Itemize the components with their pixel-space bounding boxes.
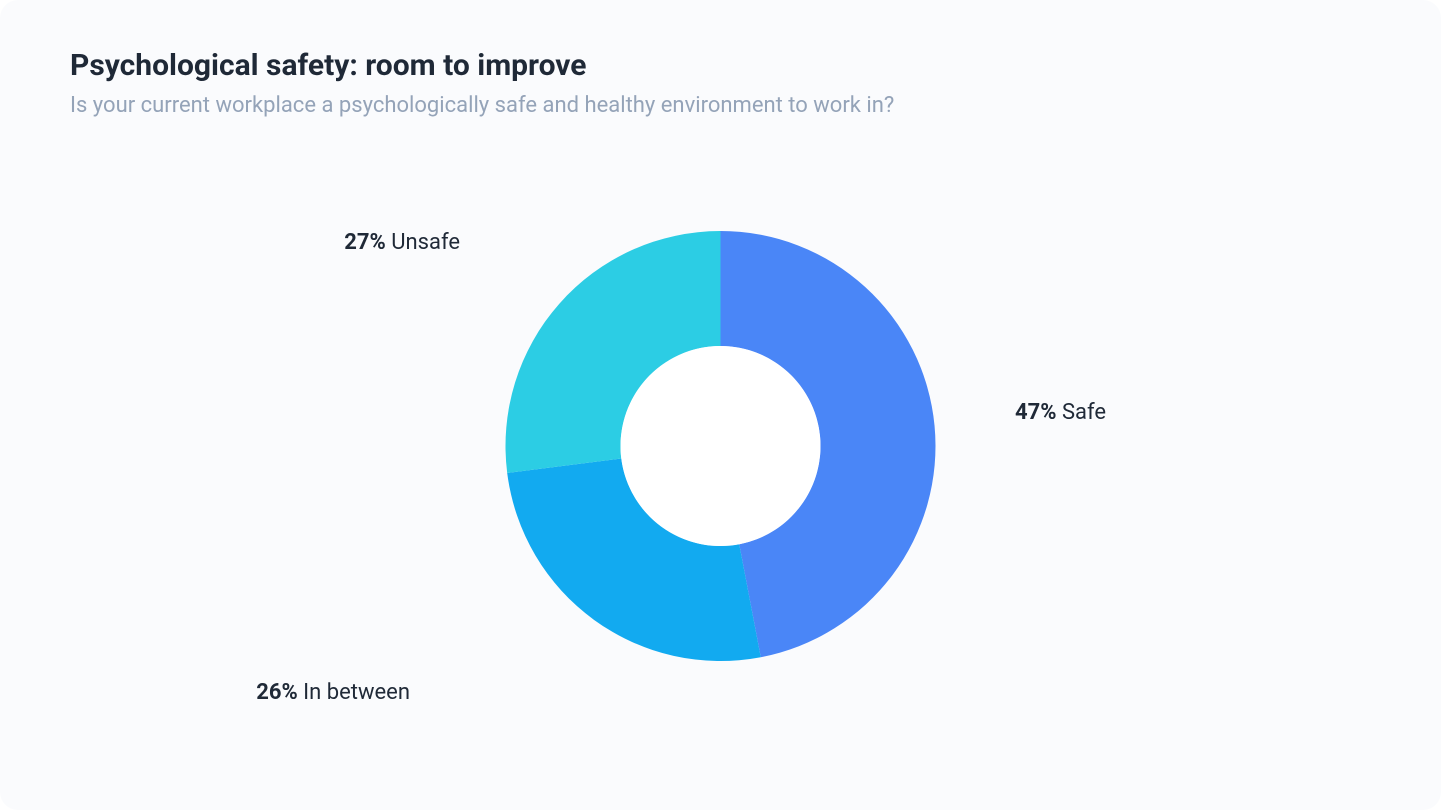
slice-label-safe: 47% Safe	[1015, 400, 1106, 425]
slice-percent: 27%	[344, 230, 386, 255]
slice-label-in-between: 26% In between	[256, 680, 410, 705]
chart-card: Psychological safety: room to improve Is…	[0, 0, 1441, 810]
donut-hole	[621, 346, 821, 546]
slice-name: Unsafe	[386, 230, 460, 255]
slice-name: Safe	[1057, 400, 1107, 425]
chart-title: Psychological safety: room to improve	[70, 48, 1371, 83]
slice-percent: 26%	[256, 680, 298, 705]
slice-percent: 47%	[1015, 400, 1057, 425]
donut-chart	[0, 166, 1441, 726]
chart-subtitle: Is your current workplace a psychologica…	[70, 93, 1371, 118]
donut-svg	[501, 226, 941, 666]
slice-label-unsafe: 27% Unsafe	[344, 230, 460, 255]
slice-name: In between	[298, 680, 410, 705]
